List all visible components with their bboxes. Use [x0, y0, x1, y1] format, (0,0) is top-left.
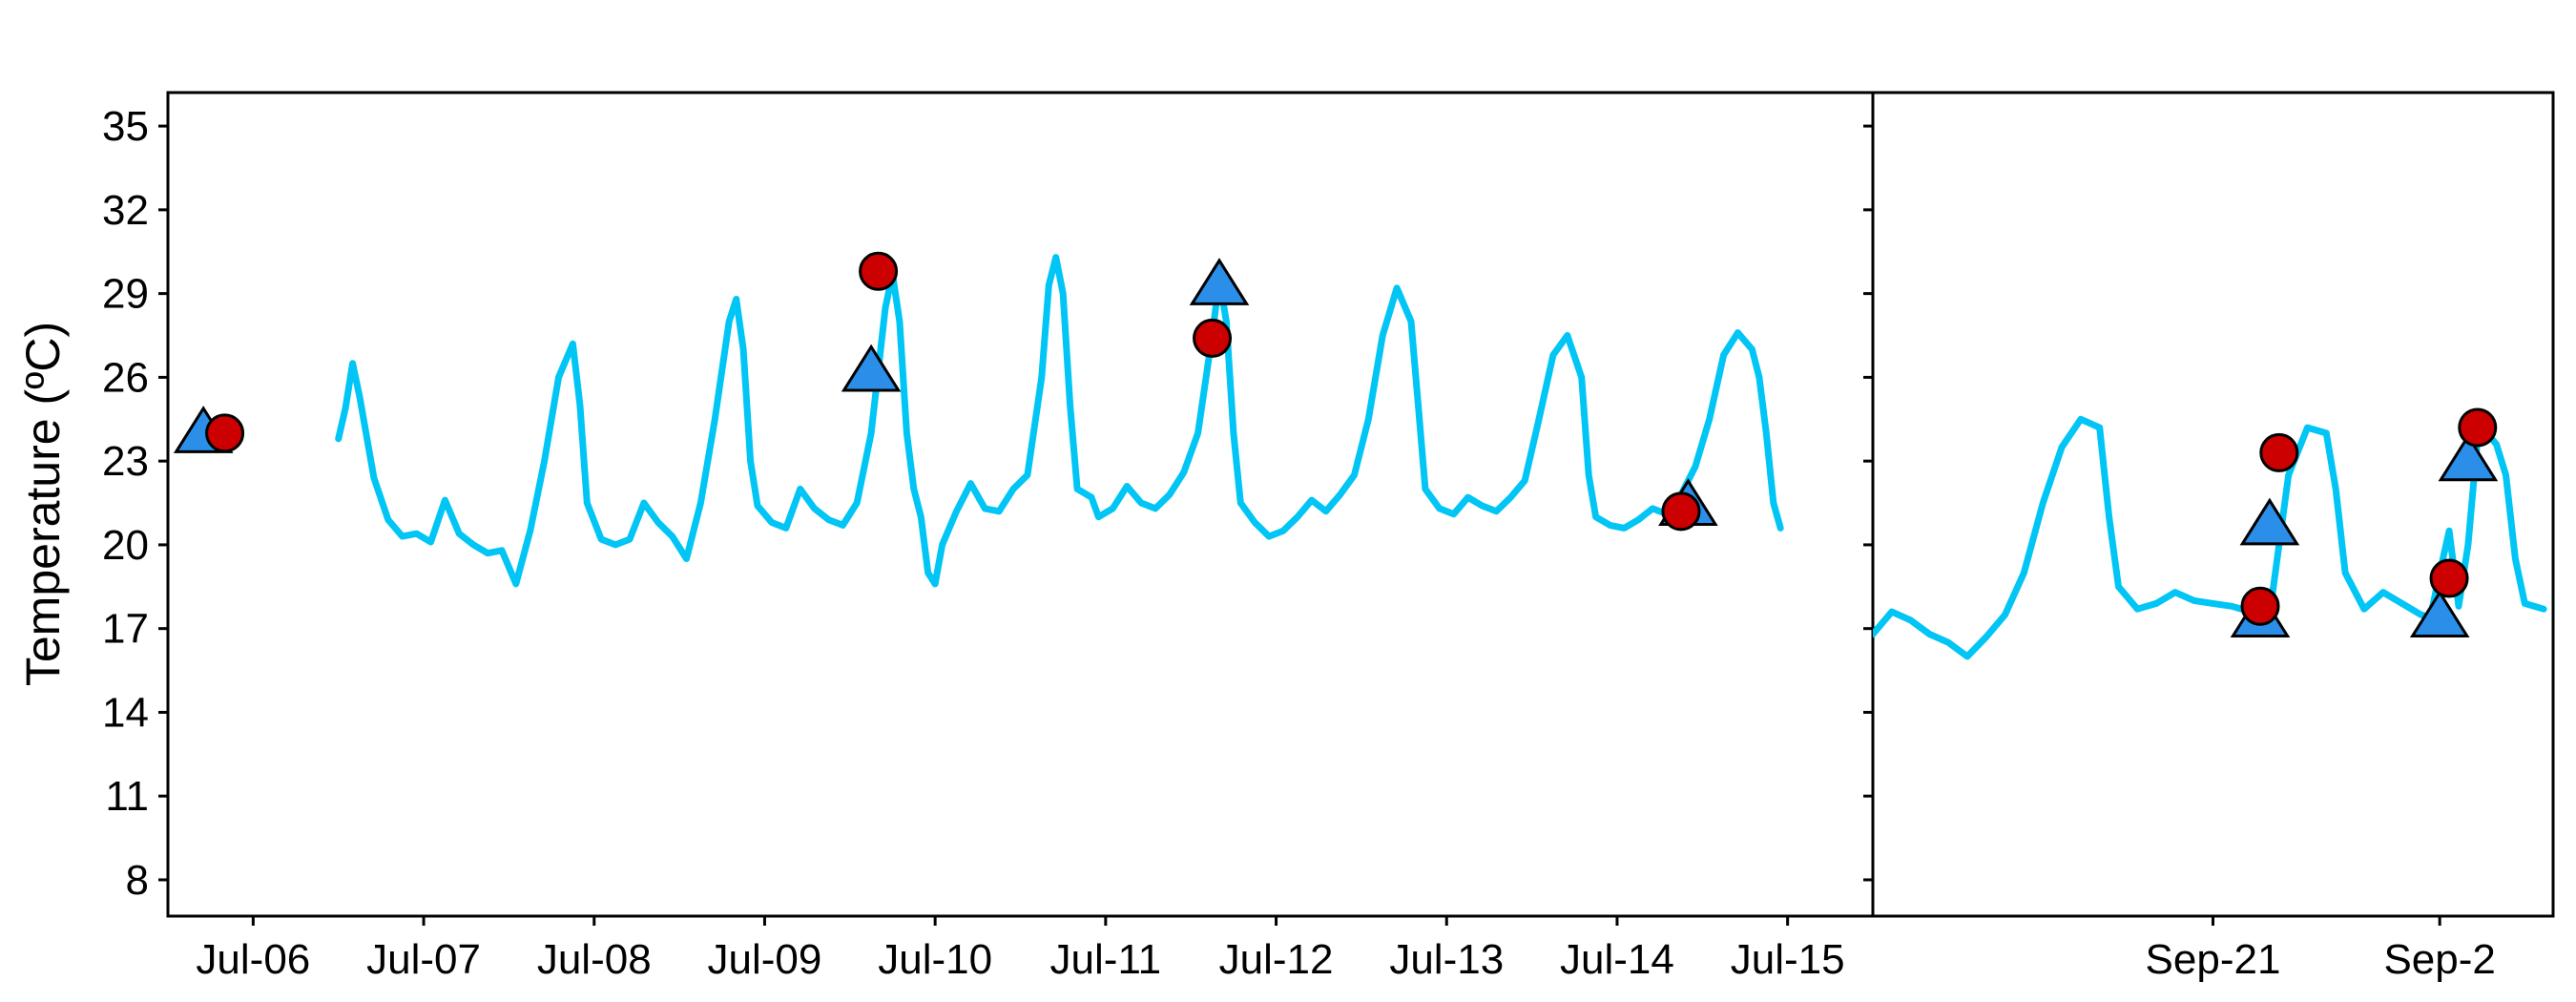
y-tick-label: 17: [102, 606, 149, 653]
y-tick-label: 26: [102, 354, 149, 401]
triangle-marker: [2409, 590, 2470, 637]
x-tick-label: Sep-2: [2383, 936, 2495, 983]
circle-marker: [2259, 432, 2299, 472]
circle-marker: [2458, 407, 2498, 448]
y-tick-label: 14: [102, 689, 149, 736]
circle-marker: [1193, 318, 1233, 358]
x-tick-label: Jul-10: [878, 936, 992, 983]
x-tick-label: Jul-13: [1389, 936, 1504, 983]
panel-frame-september: [1871, 91, 2555, 918]
x-tick-label: Jul-06: [196, 936, 310, 983]
triangle-marker: [2239, 497, 2300, 546]
y-tick-label: 29: [102, 271, 149, 318]
x-tick-label: Jul-11: [1050, 936, 1162, 983]
circle-marker: [1661, 491, 1701, 532]
x-tick-label: Jul-12: [1219, 936, 1334, 983]
y-axis-title: Temperature (ºC): [16, 322, 70, 686]
y-tick-label: 32: [102, 187, 149, 234]
circle-marker: [205, 413, 245, 453]
x-tick-label: Jul-07: [366, 936, 481, 983]
x-tick-label: Jul-14: [1560, 936, 1674, 983]
x-tick-label: Sep-21: [2146, 936, 2281, 983]
circle-marker: [2240, 586, 2280, 626]
triangle-marker: [1189, 258, 1250, 305]
y-tick-label: 20: [102, 522, 149, 569]
circle-marker: [859, 251, 899, 291]
temperature-line-july: [335, 254, 1784, 588]
y-tick-label: 35: [102, 103, 149, 150]
triangle-marker: [2438, 433, 2499, 482]
x-tick-label: Jul-15: [1731, 936, 1845, 983]
panel-frame-july: [166, 91, 1875, 918]
y-tick-label: 23: [102, 438, 149, 485]
triangle-marker: [841, 344, 902, 392]
y-tick-label: 8: [126, 857, 149, 904]
y-tick-label: 11: [105, 773, 149, 820]
x-tick-label: Jul-09: [708, 936, 822, 983]
x-tick-label: Jul-08: [537, 936, 652, 983]
circle-marker: [2429, 558, 2469, 598]
